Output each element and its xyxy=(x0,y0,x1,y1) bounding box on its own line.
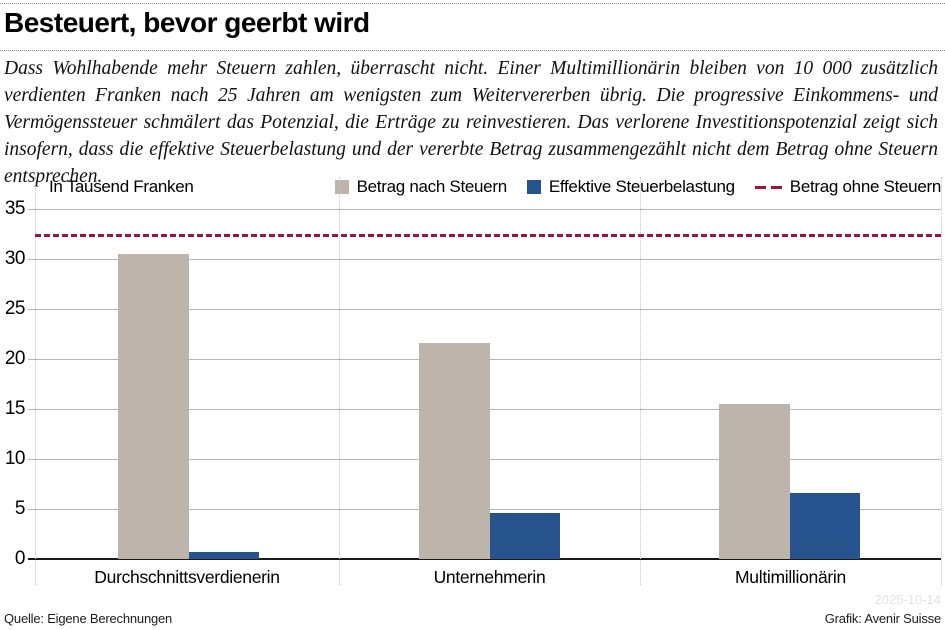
gridline xyxy=(28,309,941,310)
category-label: Unternehmerin xyxy=(433,567,546,587)
title-divider xyxy=(0,50,945,51)
legend-label-betrag-nach-steuern: Betrag nach Steuern xyxy=(356,177,508,196)
bar-betrag-nach-steuern xyxy=(118,254,189,559)
y-tick-label: 25 xyxy=(4,298,26,319)
legend-label-effektive-steuerbelastung: Effektive Steuerbelastung xyxy=(548,177,735,196)
y-tick-label: 30 xyxy=(4,248,26,269)
legend-swatch-betrag-nach-steuern-icon xyxy=(334,180,349,194)
section-separator xyxy=(339,177,340,585)
y-tick-label: 35 xyxy=(4,198,26,219)
section-separator xyxy=(34,177,36,585)
y-tick-label: 20 xyxy=(4,348,26,369)
y-tick-label: 10 xyxy=(4,448,26,469)
legend-item-betrag-nach-steuern: Betrag nach Steuern xyxy=(334,177,508,197)
page-title: Besteuert, bevor geerbt wird xyxy=(4,7,370,38)
legend-swatch-effektive-steuerbelastung-icon xyxy=(526,180,541,194)
y-tick-label: 0 xyxy=(14,548,26,569)
section-separator xyxy=(940,177,942,585)
gridline xyxy=(28,209,941,210)
legend-item-betrag-ohne-steuern: Betrag ohne Steuern xyxy=(754,177,942,197)
credit-note: Grafik: Avenir Suisse xyxy=(824,611,941,626)
top-divider xyxy=(0,3,945,4)
y-axis-unit-label: In Tausend Franken xyxy=(49,177,194,196)
bar-chart: In Tausend Franken Betrag nach Steuern E… xyxy=(0,175,945,595)
category-label: Durchschnittsverdienerin xyxy=(94,567,280,587)
chart-legend: Betrag nach Steuern Effektive Steuerbela… xyxy=(334,177,942,197)
date-watermark: 2025-10-14 xyxy=(874,592,942,607)
source-note: Quelle: Eigene Berechnungen xyxy=(4,611,173,626)
bar-effektive-steuerbelastung xyxy=(188,552,259,559)
legend-item-effektive-steuerbelastung: Effektive Steuerbelastung xyxy=(526,177,735,197)
gridline xyxy=(28,259,941,260)
bar-effektive-steuerbelastung xyxy=(489,513,560,559)
bar-betrag-nach-steuern xyxy=(419,343,490,559)
legend-label-betrag-ohne-steuern: Betrag ohne Steuern xyxy=(789,177,942,196)
legend-dashed-line-icon xyxy=(754,185,782,189)
bar-effektive-steuerbelastung xyxy=(789,493,860,559)
y-tick-label: 5 xyxy=(14,498,26,519)
category-label: Multimillionärin xyxy=(735,567,846,587)
bar-betrag-nach-steuern xyxy=(719,404,790,559)
section-separator xyxy=(639,177,641,585)
x-axis-line xyxy=(28,558,941,560)
y-tick-label: 15 xyxy=(4,398,26,419)
intro-text: Dass Wohlhabende mehr Steuern zahlen, üb… xyxy=(4,58,938,187)
reference-line-betrag-ohne-steuern xyxy=(35,234,941,237)
